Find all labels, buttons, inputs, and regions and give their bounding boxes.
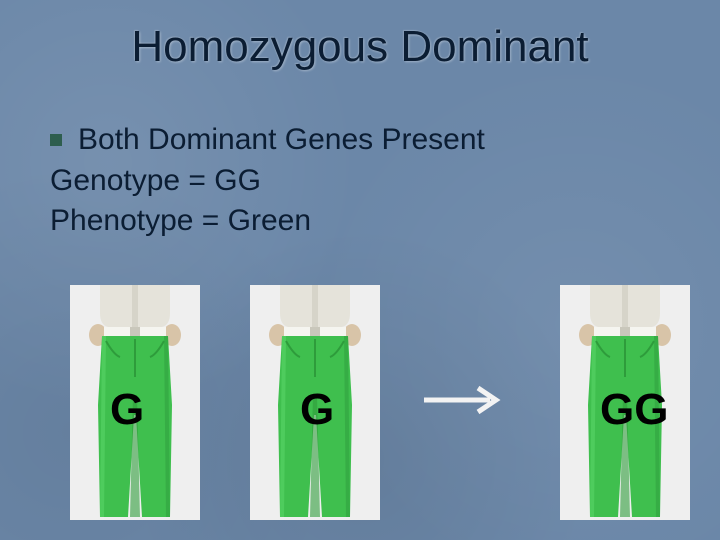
slide: Homozygous Dominant Both Dominant Genes …	[0, 0, 720, 540]
pants-figure: G	[70, 285, 200, 520]
genotype-line: Genotype = GG	[50, 161, 485, 202]
allele-label: G	[110, 385, 144, 435]
allele-label: G	[300, 385, 334, 435]
bullet-line: Both Dominant Genes Present	[50, 120, 485, 161]
phenotype-line: Phenotype = Green	[50, 201, 485, 242]
bullet-icon	[50, 134, 62, 146]
allele-label: GG	[600, 385, 668, 435]
bullet-text: Both Dominant Genes Present	[78, 120, 485, 161]
slide-title: Homozygous Dominant	[0, 22, 720, 72]
body-text-block: Both Dominant Genes Present Genotype = G…	[50, 120, 485, 242]
pants-figure: G	[250, 285, 380, 520]
arrow-icon	[420, 380, 510, 420]
figure-row: G G	[0, 270, 720, 520]
pants-figure: GG	[560, 285, 690, 520]
